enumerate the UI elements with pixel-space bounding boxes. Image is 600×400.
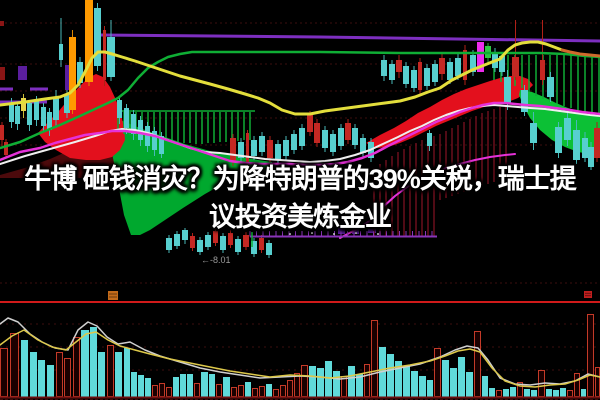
cloud-red-right [366,76,533,148]
line-yellow-ma-orange-tail [560,48,600,58]
event-marker-right [584,291,592,298]
volume-gridlines [0,323,600,371]
line-white-ma [0,104,600,165]
volume-bars [0,314,600,397]
volume-ma-yellow [0,329,600,388]
event-marker-left [108,291,118,300]
cloud-red-left [38,74,125,160]
indicator-value-label: ←-8.01 [201,255,231,265]
line-yellow-ma [0,40,564,116]
headline-line2: 议投资美炼金业 [209,202,392,232]
edge-marks [0,21,5,80]
headline-line1: 牛博 砸钱消灾？为降特朗普的39%关税，瑞士提 [24,164,577,194]
volume-ma-lines [0,317,600,388]
volume-baseline [0,396,600,400]
line-magenta-ma [0,101,600,167]
line-green-ma [0,50,600,150]
ma-lines [0,40,600,239]
line-magenta-lower [339,153,516,239]
headline-overlay: 牛博 砸钱消灾？为降特朗普的39%关税，瑞士提 议投资美炼金业 [0,160,600,236]
indicator-pane: ←-8.01 [108,228,592,300]
